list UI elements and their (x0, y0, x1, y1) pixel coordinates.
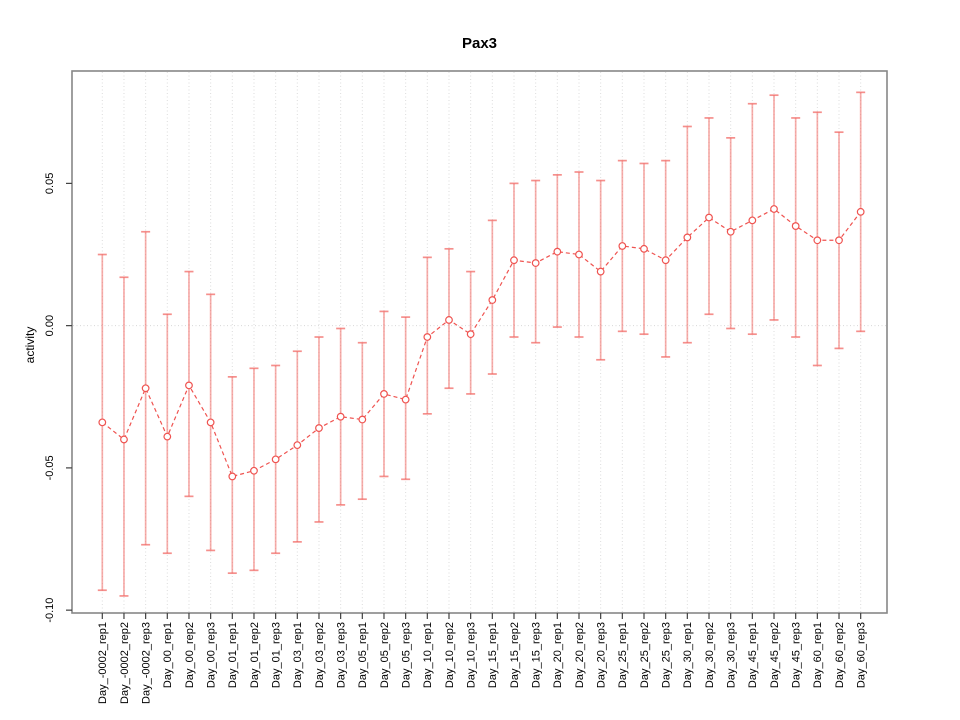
data-point (98, 418, 107, 427)
chart-title: Pax3 (461, 35, 498, 52)
x-tick-label: Day_60_rep2 (834, 622, 846, 688)
x-tick-label: Day_10_rep2 (444, 622, 456, 688)
data-point (445, 316, 453, 324)
x-tick-label: Day_15_rep1 (487, 622, 499, 688)
data-point (315, 424, 323, 432)
data-point (141, 384, 150, 393)
x-tick-label: Day_10_rep1 (422, 622, 434, 688)
series-line (101, 208, 862, 478)
plot-frame (71, 70, 888, 614)
data-point (813, 236, 822, 245)
data-point (401, 395, 410, 404)
x-tick-label: Day_-0002_rep2 (119, 622, 131, 704)
data-point (185, 381, 193, 390)
x-tick-label: Day_45_rep2 (769, 622, 781, 688)
x-tick-label: Day_30_rep1 (682, 622, 694, 688)
data-point (791, 222, 800, 230)
y-tick-label: 0.00 (44, 315, 56, 336)
data-point (640, 244, 648, 253)
x-tick-label: Day_-0002_rep1 (97, 622, 109, 704)
x-tick-label: Day_20_rep1 (552, 622, 564, 688)
data-point (770, 205, 778, 213)
data-point (835, 236, 843, 245)
x-tick-label: Day_60_rep3 (855, 622, 867, 688)
data-point (726, 227, 735, 236)
x-tick-label: Day_20_rep2 (574, 622, 586, 688)
data-point (206, 418, 215, 427)
data-point (271, 455, 280, 464)
data-point (705, 213, 713, 222)
x-tick-label: Day_00_rep1 (162, 622, 174, 688)
x-tick-label: Day_05_rep1 (357, 622, 369, 688)
data-point (163, 432, 172, 441)
x-tick-label: Day_15_rep3 (530, 622, 542, 688)
x-tick-label: Day_60_rep1 (812, 622, 824, 688)
x-tick-label: Day_30_rep3 (725, 622, 737, 688)
data-point (510, 256, 518, 265)
x-tick-label: Day_45_rep1 (747, 622, 759, 688)
x-tick-label: Day_30_rep2 (704, 622, 716, 688)
data-point (748, 216, 757, 225)
x-tick-label: Day_-0002_rep3 (140, 622, 152, 704)
x-tick-label: Day_15_rep2 (509, 622, 521, 688)
x-tick-label: Day_01_rep1 (227, 622, 239, 688)
x-tick-label: Day_10_rep3 (465, 622, 477, 688)
data-point (683, 233, 692, 242)
data-point (466, 330, 475, 339)
x-tick-label: Day_00_rep2 (184, 622, 196, 688)
data-point (358, 415, 367, 424)
data-point (380, 390, 388, 398)
data-point (120, 435, 128, 444)
data-point (228, 472, 237, 481)
x-tick-label: Day_25_rep3 (660, 622, 672, 688)
y-tick-label: 0.05 (44, 173, 56, 194)
data-point (336, 412, 345, 421)
data-point (250, 466, 258, 475)
x-tick-label: Day_05_rep3 (400, 622, 412, 688)
y-tick-label: -0.10 (44, 598, 56, 623)
x-tick-label: Day_20_rep3 (595, 622, 607, 688)
data-point (488, 296, 497, 304)
data-point (553, 247, 562, 256)
x-tick-label: Day_03_rep3 (335, 622, 347, 688)
data-point (531, 259, 540, 267)
data-point (293, 441, 302, 450)
x-tick-label: Day_25_rep1 (617, 622, 629, 688)
x-tick-label: Day_01_rep2 (249, 622, 261, 688)
data-point (575, 250, 583, 259)
x-tick-label: Day_05_rep2 (379, 622, 391, 688)
data-point (596, 267, 605, 276)
x-tick-label: Day_45_rep3 (790, 622, 802, 688)
data-point (661, 256, 670, 265)
x-tick-label: Day_03_rep1 (292, 622, 304, 688)
data-point (423, 333, 432, 341)
data-point (856, 207, 865, 216)
x-tick-label: Day_03_rep2 (314, 622, 326, 688)
x-tick-label: Day_00_rep3 (205, 622, 217, 688)
data-point (618, 242, 627, 250)
x-tick-label: Day_01_rep3 (270, 622, 282, 688)
y-tick-label: -0.05 (44, 455, 56, 480)
x-tick-label: Day_25_rep2 (639, 622, 651, 688)
